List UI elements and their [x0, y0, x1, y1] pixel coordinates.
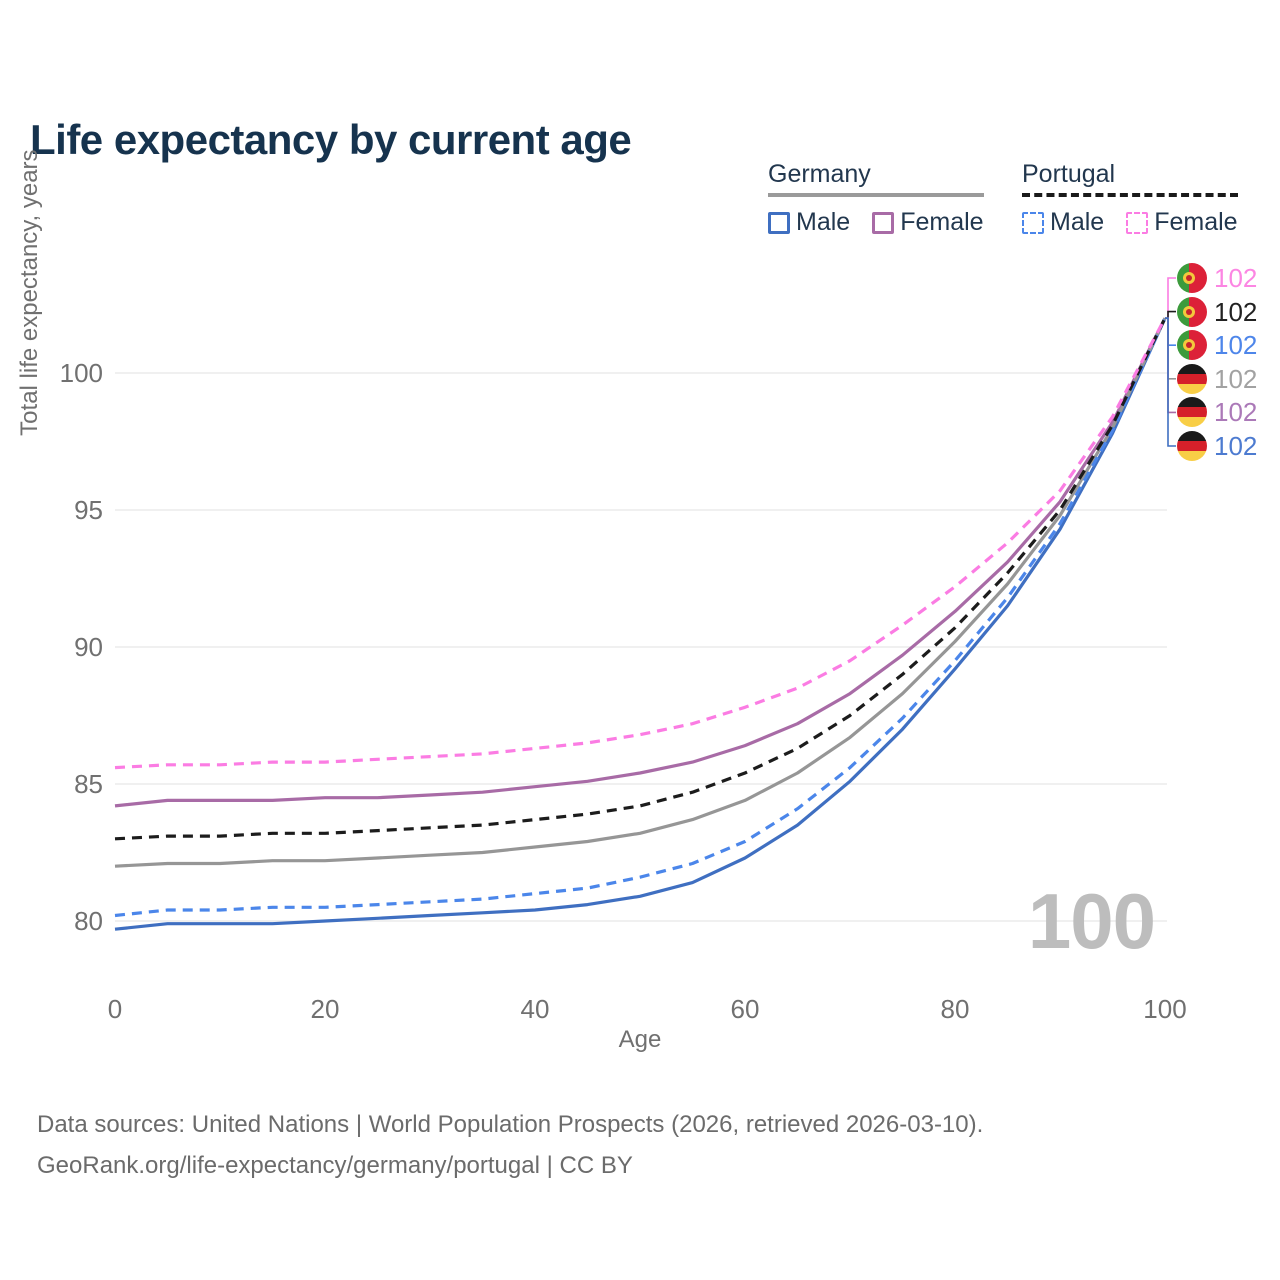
series-line-portugal-male[interactable] — [114, 317, 1167, 918]
end-label-row: 102 — [1177, 363, 1257, 395]
data-sources-footer: Data sources: United Nations | World Pop… — [37, 1104, 983, 1186]
series-line-germany-both-sexes[interactable] — [114, 317, 1167, 868]
end-label-connector — [1165, 310, 1176, 320]
legend-item-label: Female — [1154, 208, 1238, 236]
germany-flag-icon — [1177, 363, 1207, 394]
x-tick-label: 0 — [108, 994, 122, 1024]
portugal-female-swatch-icon — [1126, 211, 1149, 234]
legend-country-label: Portugal — [1022, 160, 1116, 188]
germany-flag-icon — [1177, 431, 1207, 461]
legend-item-germany-male[interactable]: Male — [768, 208, 850, 237]
y-tick-label: 100 — [60, 358, 103, 388]
germany-male-swatch-icon — [768, 211, 790, 234]
legend-item-label: Female — [900, 208, 984, 236]
germany-solid-line-key — [768, 193, 984, 197]
series-end-value: 102 — [1214, 363, 1258, 394]
series-end-value: 102 — [1214, 397, 1258, 428]
page-title: Life expectancy by current age — [30, 116, 632, 164]
germany-female-swatch-icon — [872, 211, 895, 234]
legend-item-label: Male — [1050, 208, 1105, 236]
series-line-portugal-female[interactable] — [114, 317, 1167, 770]
y-tick-label: 80 — [74, 906, 103, 936]
x-axis-title: Age — [618, 1026, 662, 1053]
portugal-flag-icon — [1177, 330, 1207, 361]
legend-group-germany: Germany Male Female — [768, 160, 984, 237]
portugal-emblem-icon — [1183, 339, 1195, 352]
footer-line-2: GeoRank.org/life-expectancy/germany/port… — [37, 1152, 633, 1179]
portugal-flag-icon — [1177, 263, 1207, 293]
series-end-value: 102 — [1214, 330, 1258, 361]
end-label-row: 102 — [1177, 430, 1257, 462]
x-tick-label: 40 — [521, 994, 550, 1024]
legend-item-germany-female[interactable]: Female — [872, 208, 984, 237]
age-counter-watermark: 100 — [1027, 877, 1156, 965]
legend-item-portugal-male[interactable]: Male — [1022, 208, 1104, 237]
end-label-row: 102 — [1177, 396, 1257, 428]
portugal-emblem-icon — [1183, 272, 1195, 284]
legend-item-portugal-female[interactable]: Female — [1126, 208, 1238, 237]
portugal-dashed-line-key — [1022, 193, 1238, 197]
legend-group-portugal: Portugal Male Female — [1022, 160, 1238, 237]
portugal-male-swatch-icon — [1022, 211, 1044, 234]
legend-country-label: Germany — [768, 160, 871, 188]
x-tick-label: 100 — [1143, 994, 1186, 1024]
end-label-row: 102 — [1177, 329, 1257, 361]
germany-flag-icon — [1177, 397, 1207, 428]
portugal-flag-icon — [1177, 296, 1207, 327]
footer-line-1: Data sources: United Nations | World Pop… — [37, 1111, 984, 1138]
series-end-value: 102 — [1214, 431, 1258, 461]
x-tick-label: 80 — [941, 994, 970, 1024]
y-axis-title: Total life expectancy, years — [16, 149, 43, 436]
series-end-value: 102 — [1214, 296, 1258, 327]
x-tick-label: 20 — [311, 994, 340, 1024]
end-label-connector — [1165, 317, 1176, 414]
y-tick-label: 95 — [74, 495, 103, 525]
end-label-connector — [1165, 317, 1176, 380]
series-line-germany-male[interactable] — [114, 317, 1167, 931]
legend-item-label: Male — [796, 208, 851, 236]
series-line-germany-female[interactable] — [114, 317, 1167, 808]
portugal-emblem-icon — [1183, 305, 1195, 318]
series-end-value: 102 — [1214, 263, 1258, 293]
y-tick-label: 90 — [74, 632, 103, 662]
end-label-row: 102 — [1177, 296, 1257, 328]
series-line-portugal-both-sexes[interactable] — [114, 317, 1167, 841]
y-tick-label: 85 — [74, 769, 103, 799]
x-tick-label: 60 — [731, 994, 760, 1024]
end-label-connector — [1165, 317, 1176, 347]
end-label-row: 102 — [1177, 262, 1257, 294]
end-label-connector — [1165, 317, 1176, 447]
